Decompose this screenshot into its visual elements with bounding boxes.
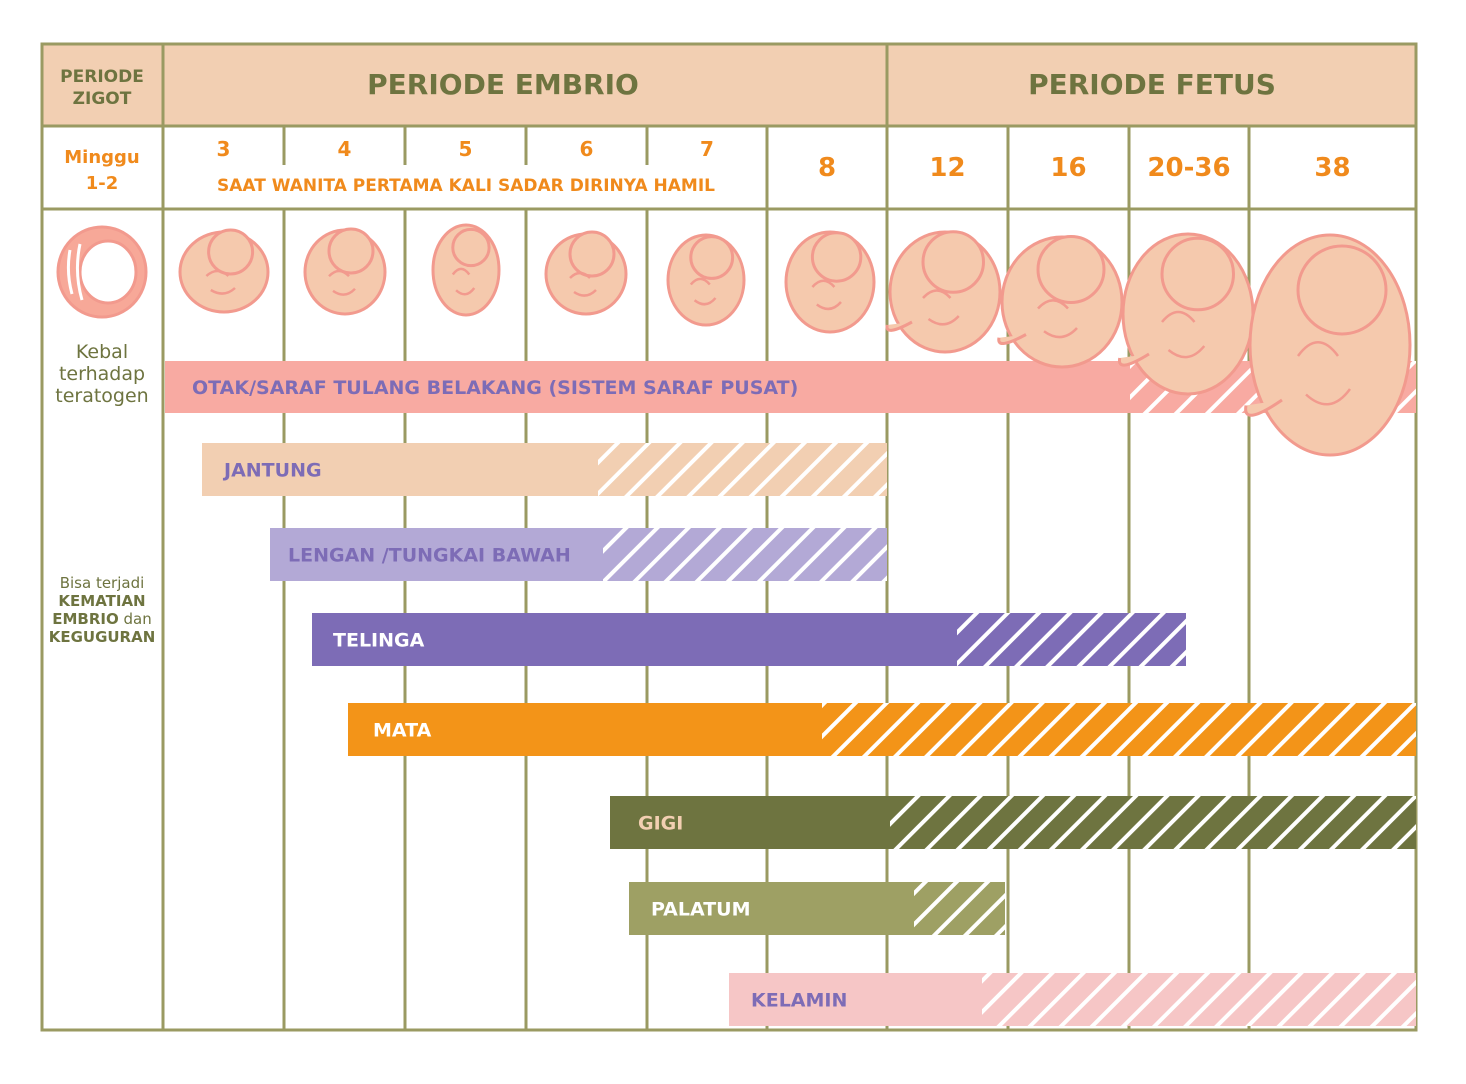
bar-hatch-telinga <box>957 613 1186 666</box>
bar-hatch-kelamin <box>982 973 1416 1026</box>
risk-line1: Bisa terjadi <box>60 574 145 592</box>
immune-line3: teratogen <box>55 385 148 407</box>
header-zigot-cell <box>42 44 163 126</box>
bar-hatch-palatum <box>914 882 1005 935</box>
risk-line3-bold: EMBRIO <box>52 610 119 628</box>
bar-label-otak-saraf-tulang-belakang-sistem-saraf-pusat: OTAK/SARAF TULANG BELAKANG (SISTEM SARAF… <box>192 377 798 399</box>
week-label: 8 <box>818 153 836 183</box>
header-fetus-title: PERIODE FETUS <box>1028 68 1276 101</box>
embryo-week-12-icon <box>1244 233 1412 457</box>
bar-label-jantung: JANTUNG <box>222 460 322 482</box>
bar-label-kelamin: KELAMIN <box>751 990 847 1012</box>
risk-line3-normal: dan <box>119 610 152 628</box>
week-label: 20-36 <box>1147 153 1230 183</box>
embryo-week-8-icon <box>784 230 876 334</box>
week-label: 12 <box>929 153 965 183</box>
bar-hatch-gigi <box>890 796 1416 849</box>
week-first-line2: 1-2 <box>86 173 119 194</box>
embryo-week-7-icon <box>666 233 746 327</box>
risk-line2: KEMATIAN <box>58 592 145 610</box>
bar-label-gigi: GIGI <box>638 813 683 835</box>
header-zigot-line2: ZIGOT <box>73 89 132 109</box>
bar-label-lengan-tungkai-bawah: LENGAN /TUNGKAI BAWAH <box>288 545 571 567</box>
bar-label-telinga: TELINGA <box>333 630 425 652</box>
week-labels: 3 4 5 6 7 8 12 16 20-36 38 <box>217 137 1351 183</box>
risk-line3: EMBRIO dan <box>52 610 152 628</box>
embryo-week-10-icon <box>997 235 1124 369</box>
week-label: 3 <box>217 137 231 161</box>
immune-line2: terhadap <box>59 363 145 385</box>
bar-hatch-jantung <box>598 443 887 496</box>
bar-label-palatum: PALATUM <box>651 899 751 921</box>
header-fetus-cell <box>887 44 1416 126</box>
embryo-week-6-icon <box>544 230 628 316</box>
week-label: 38 <box>1314 153 1350 183</box>
bar-hatch-mata <box>822 703 1416 756</box>
header-embrio-title: PERIODE EMBRIO <box>367 68 639 101</box>
week-label: 4 <box>338 137 352 161</box>
grid-frame <box>40 42 1418 1032</box>
immune-line1: Kebal <box>76 341 128 363</box>
bar-labels-layer: OTAK/SARAF TULANG BELAKANG (SISTEM SARAF… <box>192 377 847 1012</box>
week-label: 16 <box>1050 153 1086 183</box>
bars-layer <box>165 361 1416 1026</box>
embryos-layer <box>56 223 1412 457</box>
zygote-icon <box>56 225 148 319</box>
embryo-week-5-icon <box>431 223 501 317</box>
bar-label-mata: MATA <box>373 720 432 742</box>
bar-hatch-lengan-tungkai-bawah <box>603 528 887 581</box>
week-label: 5 <box>459 137 473 161</box>
embryo-week-4-icon <box>303 227 387 316</box>
embryo-week-9-icon <box>885 230 1002 354</box>
week-note: SAAT WANITA PERTAMA KALI SADAR DIRINYA H… <box>217 176 715 196</box>
week-label: 6 <box>580 137 594 161</box>
week-first-line1: Minggu <box>64 147 139 168</box>
header-embrio-cell <box>163 44 887 126</box>
header-zigot-line1: PERIODE <box>60 67 144 87</box>
embryo-week-3-icon <box>178 228 270 314</box>
week-label: 7 <box>700 137 714 161</box>
risk-line4: KEGUGURAN <box>49 628 156 646</box>
